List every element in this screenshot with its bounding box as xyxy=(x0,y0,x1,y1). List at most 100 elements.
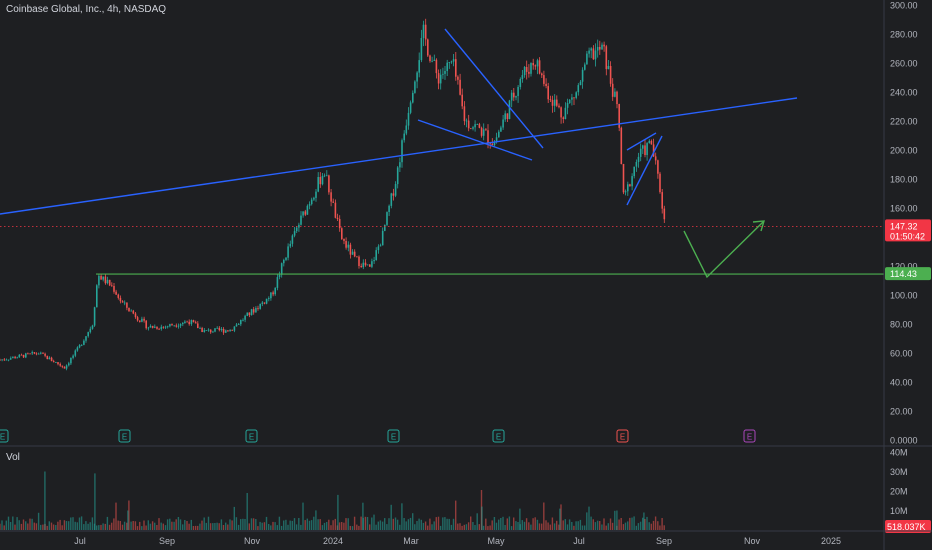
volume-bar xyxy=(532,518,534,530)
volume-bar xyxy=(661,518,663,530)
candle-body xyxy=(506,113,509,119)
candle-body xyxy=(315,191,317,198)
volume-bar xyxy=(377,521,379,530)
candle-body xyxy=(330,192,332,202)
volume-bar xyxy=(104,523,106,530)
candle-body xyxy=(568,99,571,104)
volume-bar xyxy=(369,524,371,530)
earnings-marker[interactable]: E xyxy=(118,429,131,443)
candle-body xyxy=(231,329,233,331)
volume-bar xyxy=(188,523,190,530)
volume-bar xyxy=(197,525,199,530)
candle-body xyxy=(313,197,315,200)
candle-body xyxy=(25,353,27,358)
candle-body xyxy=(233,326,236,331)
price-tick-label: 260.00 xyxy=(890,59,918,69)
volume-bar xyxy=(459,523,461,530)
volume-bar xyxy=(222,525,225,530)
candle-body xyxy=(611,83,614,97)
time-axis[interactable]: Jul Sep Nov 2024 Mar May Jul Sep Nov 2025 xyxy=(74,536,841,546)
earnings-marker[interactable]: E xyxy=(0,429,9,443)
time-tick-label: Mar xyxy=(403,536,419,546)
candle-body xyxy=(386,212,388,225)
earnings-marker[interactable]: E xyxy=(387,429,400,443)
candle-body xyxy=(584,64,586,70)
price-pane[interactable] xyxy=(0,18,666,371)
earnings-marker[interactable]: E xyxy=(743,429,756,443)
long-ascending-trendline[interactable] xyxy=(0,97,798,215)
support-badge xyxy=(885,267,931,281)
candle-body xyxy=(323,175,326,177)
volume-bar xyxy=(437,516,440,530)
candle-body xyxy=(577,85,580,93)
projection-path[interactable] xyxy=(683,221,764,279)
candle-body xyxy=(201,328,203,332)
candle-body xyxy=(495,137,498,142)
volume-bar xyxy=(588,506,590,530)
candle-body xyxy=(609,66,612,84)
earnings-marker[interactable]: E xyxy=(616,429,629,443)
volume-bar xyxy=(0,523,1,530)
candle-body xyxy=(1,359,3,361)
volume-bar xyxy=(319,519,321,530)
volume-bar xyxy=(233,506,235,530)
candle-body xyxy=(308,204,311,206)
volume-bar xyxy=(366,517,369,530)
lower-wedge-trendline[interactable] xyxy=(417,119,533,161)
volume-bar xyxy=(259,521,261,530)
earnings-marker[interactable]: E xyxy=(492,429,505,443)
volume-bar xyxy=(278,516,281,530)
volume-bar xyxy=(467,522,470,530)
earnings-marker-box xyxy=(118,429,131,443)
time-tick-label: 2024 xyxy=(323,536,343,546)
candle-body xyxy=(405,125,408,134)
volume-bar xyxy=(295,524,298,530)
volume-bar xyxy=(326,522,328,530)
candle-body xyxy=(549,99,552,100)
volume-bar xyxy=(502,516,504,530)
flag-lower-trendline[interactable] xyxy=(626,135,663,206)
candle-body xyxy=(207,329,210,331)
volume-bar xyxy=(379,520,382,530)
candle-body xyxy=(203,330,206,332)
volume-bar xyxy=(620,518,622,530)
descending-trendline[interactable] xyxy=(444,28,544,149)
chart-title: Coinbase Global, Inc., 4h, NASDAQ xyxy=(6,4,167,15)
candle-body xyxy=(240,320,242,325)
volume-bar xyxy=(126,522,128,530)
volume-bar xyxy=(388,518,390,530)
candle-body xyxy=(9,358,12,360)
earnings-marker-label: E xyxy=(0,433,5,442)
volume-bar xyxy=(201,520,203,530)
candle-body xyxy=(280,263,283,275)
volume-bar xyxy=(624,522,627,530)
candle-body xyxy=(519,79,522,87)
volume-bar xyxy=(513,517,515,530)
volume-bar xyxy=(457,523,459,530)
volume-bar xyxy=(130,521,132,530)
volume-bar xyxy=(190,519,192,530)
price-axis[interactable]: 300.00 280.00 260.00 240.00 220.00 200.00 180.… xyxy=(890,1,918,446)
candle-body xyxy=(37,353,40,355)
candle-body xyxy=(564,107,567,119)
candle-body xyxy=(369,264,371,267)
earnings-marker[interactable]: E xyxy=(245,429,258,443)
volume-bar xyxy=(493,517,496,530)
volume-bar xyxy=(3,525,5,530)
volume-bar xyxy=(455,500,457,530)
volume-bar xyxy=(68,521,70,530)
flag-upper-trendline[interactable] xyxy=(626,132,657,151)
drawings-layer[interactable] xyxy=(0,28,884,279)
volume-bar xyxy=(401,503,403,530)
candle-body xyxy=(476,124,479,125)
candle-body xyxy=(78,345,81,348)
volume-bar xyxy=(525,518,528,530)
volume-bar xyxy=(470,516,472,530)
volume-bar xyxy=(392,518,394,530)
volume-bar xyxy=(337,494,339,530)
volume-bar xyxy=(474,525,476,530)
volume-bar xyxy=(360,516,362,530)
volume-bar xyxy=(96,525,98,530)
candle-body xyxy=(528,71,530,74)
